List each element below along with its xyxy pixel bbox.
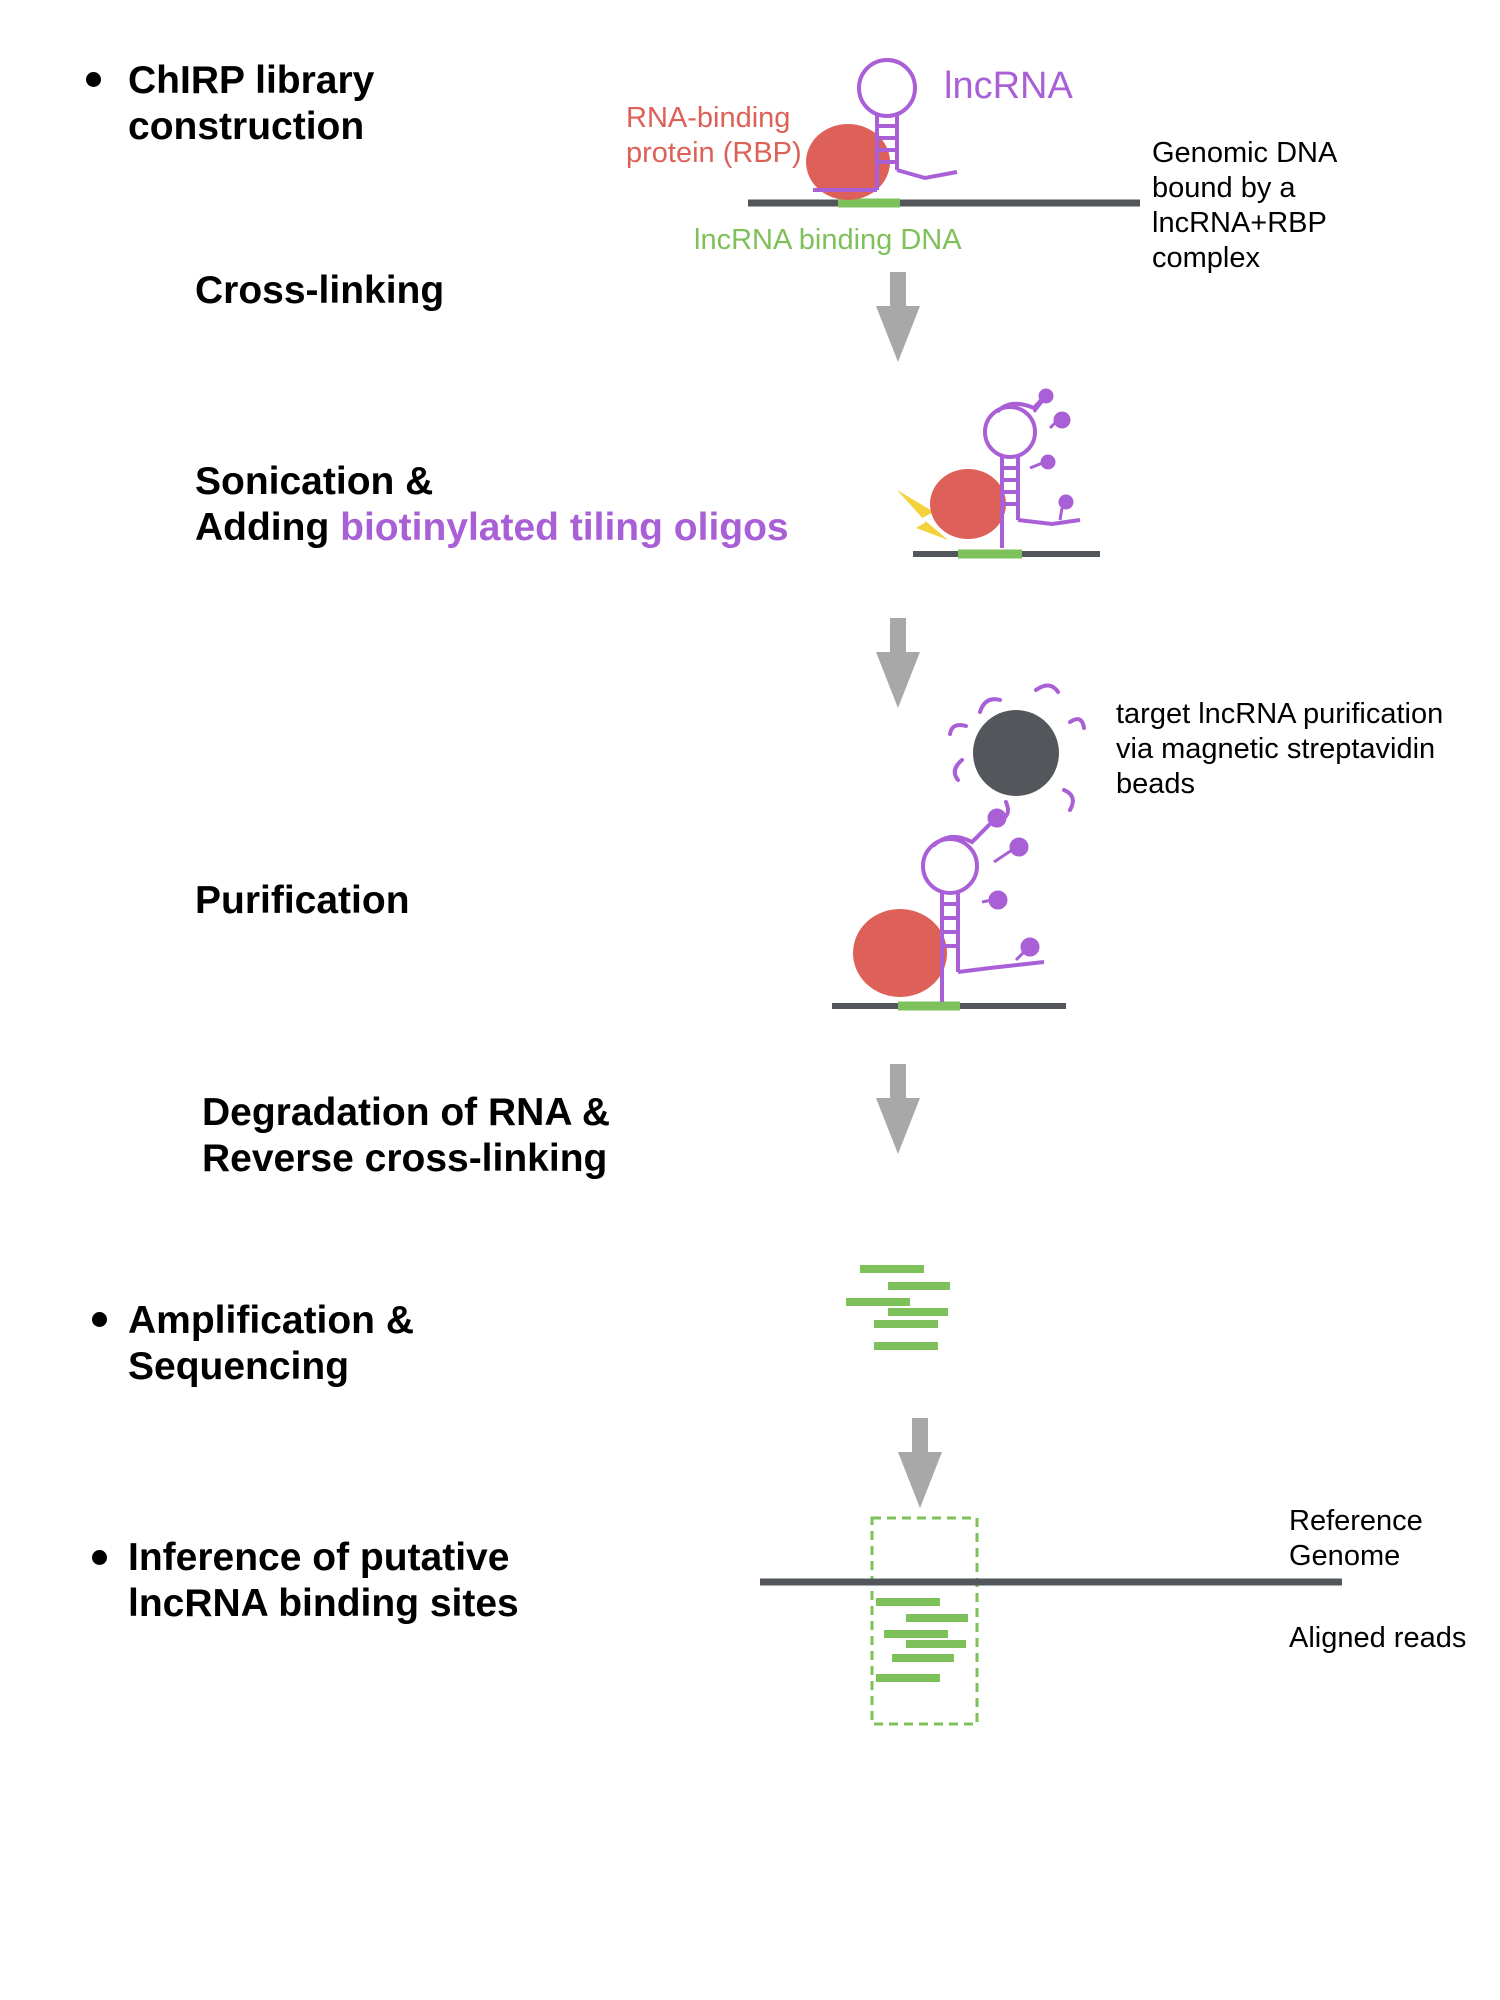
lncrna-structure <box>813 58 958 192</box>
step-purification: Purification <box>195 879 410 922</box>
step-degradation: Degradation of RNA & Reverse cross-linki… <box>202 1091 611 1180</box>
rbp-protein <box>806 124 890 200</box>
reference-genome-label: Reference Genome <box>1289 1505 1423 1572</box>
complex-panel-1 <box>748 58 1140 208</box>
binding-dna-label: lncRNA binding DNA <box>694 224 962 256</box>
bullet-2 <box>92 1312 107 1327</box>
bullet-3 <box>92 1550 107 1565</box>
rbp-protein-3 <box>853 909 947 997</box>
aligned-reads-label: Aligned reads <box>1289 1622 1467 1654</box>
aligned-read-marks <box>876 1598 968 1682</box>
biotinylated-oligo-icons <box>1029 388 1074 521</box>
alignment-panel <box>760 1516 1342 1726</box>
step-library-construction: ChIRP library construction <box>128 59 375 148</box>
lncrna-label: lncRNA <box>944 65 1073 107</box>
step-sonication: Sonication & <box>195 460 434 503</box>
arrow-4 <box>898 1418 942 1508</box>
genomic-dna-label: Genomic DNA bound by a lncRNA+RBP comple… <box>1152 137 1338 274</box>
binding-site-box <box>870 1516 979 1726</box>
complex-panel-2 <box>897 388 1100 559</box>
biotinylated-oligo-icons-3 <box>973 808 1040 962</box>
lncrna-structure-3 <box>921 822 1045 1002</box>
sonication-bolt-icon <box>897 490 948 540</box>
streptavidin-bead <box>948 683 1086 822</box>
adding-prefix: Adding <box>195 506 341 549</box>
arrow-2 <box>876 618 920 708</box>
step-amplification: Amplification & Sequencing <box>128 1299 415 1388</box>
biotinylated-oligos-label: biotinylated tiling oligos <box>340 506 789 549</box>
complex-panel-3 <box>832 808 1066 1011</box>
arrow-1 <box>876 272 920 362</box>
bead-note: target lncRNA purification via magnetic … <box>1116 698 1444 800</box>
lncrna-structure-2 <box>983 394 1081 548</box>
rbp-label: RNA-binding protein (RBP) <box>626 102 802 169</box>
rbp-protein-2 <box>930 469 1006 539</box>
magnetic-bead-icon <box>973 710 1059 796</box>
bullet-1 <box>86 72 101 87</box>
step-cross-linking: Cross-linking <box>195 269 445 312</box>
step-adding-oligos: Adding biotinylated tiling oligos <box>195 505 789 551</box>
step-inference: Inference of putative lncRNA binding sit… <box>128 1536 519 1625</box>
dna-fragments <box>846 1265 950 1350</box>
arrow-3 <box>876 1064 920 1154</box>
